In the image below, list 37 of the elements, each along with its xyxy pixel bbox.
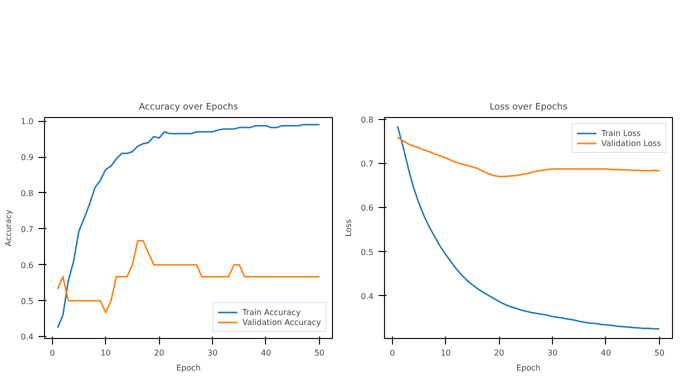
- y-tick-label: 0.5: [20, 296, 34, 306]
- line-series: [396, 136, 660, 178]
- x-tick-label: 10: [440, 348, 451, 358]
- x-tick-label: 0: [50, 348, 55, 358]
- x-tick-label: 40: [600, 348, 612, 358]
- y-axis-title: Loss: [344, 219, 353, 237]
- x-tick-label: 30: [547, 348, 558, 358]
- legend-label: Train Accuracy: [242, 307, 301, 317]
- x-tick-label: 40: [260, 348, 272, 358]
- x-tick-label: 50: [654, 348, 665, 358]
- y-axis-title: Accuracy: [4, 209, 13, 246]
- legend-label: Validation Loss: [601, 138, 661, 148]
- y-tick-label: 0.5: [360, 248, 374, 257]
- x-tick-label: 20: [154, 348, 164, 358]
- y-tick-label: 0.4: [20, 332, 34, 342]
- x-tick-label: 20: [494, 348, 504, 358]
- x-axis-title: Epoch: [176, 364, 201, 372]
- line-series: [56, 124, 320, 328]
- chart-title: Loss over Epochs: [490, 102, 568, 112]
- y-tick-label: 0.8: [20, 188, 34, 198]
- y-tick-label: 0.6: [360, 204, 374, 213]
- chart-title: Accuracy over Epochs: [138, 102, 238, 112]
- y-tick-label: 0.6: [20, 260, 34, 270]
- x-axis-title: Epoch: [516, 364, 541, 372]
- y-tick-label: 1.0: [20, 117, 34, 126]
- legend-label: Validation Accuracy: [242, 317, 321, 327]
- y-tick-label: 0.7: [360, 160, 374, 169]
- x-tick-label: 50: [314, 348, 325, 358]
- y-tick-label: 0.7: [20, 224, 34, 234]
- line-series: [396, 126, 660, 330]
- legend-label: Train Loss: [601, 128, 641, 138]
- y-tick-label: 0.4: [360, 292, 374, 301]
- y-tick-label: 0.9: [20, 153, 34, 162]
- y-tick-label: 0.8: [360, 116, 374, 125]
- x-tick-label: 0: [390, 348, 395, 358]
- x-tick-label: 30: [207, 348, 218, 358]
- x-tick-label: 10: [100, 348, 111, 358]
